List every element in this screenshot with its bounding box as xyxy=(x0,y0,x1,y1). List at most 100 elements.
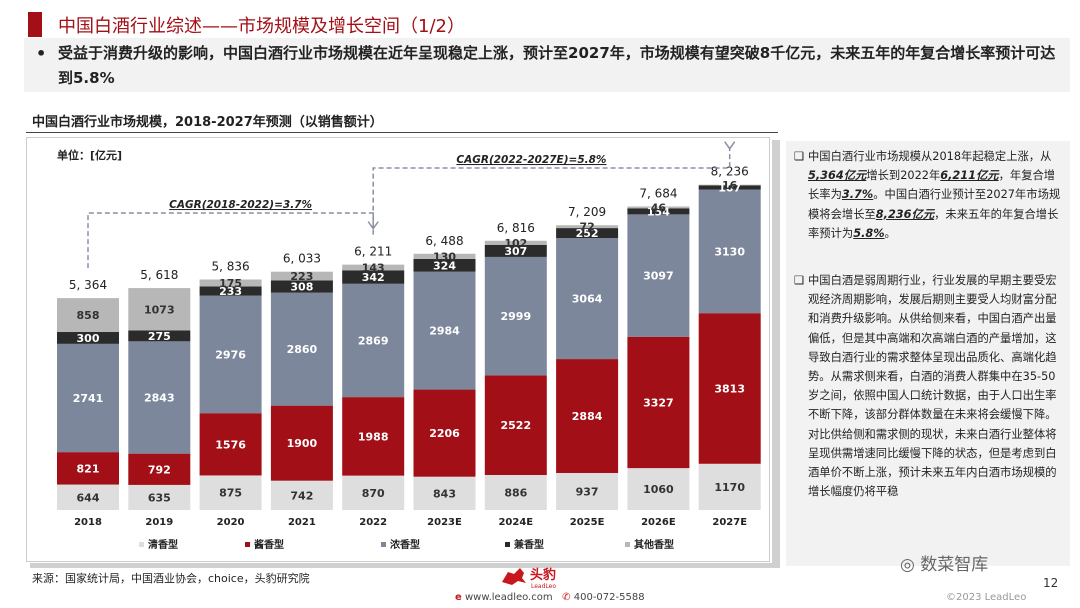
segment-value-label: 1988 xyxy=(358,430,389,443)
phone-icon: ✆ xyxy=(562,592,571,603)
segment-value-label: 143 xyxy=(362,261,385,274)
bar-segment xyxy=(270,480,333,510)
bar-segment xyxy=(627,468,690,510)
insight-marker-1: ❑ xyxy=(794,150,805,163)
insight-1-text-c: ，年复合增长率为 xyxy=(808,169,1056,202)
bar-segment xyxy=(484,240,547,245)
segment-value-label: 3327 xyxy=(643,396,674,409)
bar-segment xyxy=(128,288,191,331)
segment-value-label: 107 xyxy=(718,181,741,194)
x-tick-label: 2026E xyxy=(641,517,676,528)
x-tick-label: 2027E xyxy=(712,517,747,528)
bar-segment xyxy=(270,271,333,281)
bar-segment xyxy=(484,256,547,376)
bar-segment xyxy=(556,228,619,239)
insight-2-text: 中国白酒是弱周期行业，行业发展的早期主要受宏观经济周期影响，发展后期则主要受人均… xyxy=(808,274,1057,499)
segment-value-label: 843 xyxy=(433,487,456,500)
segment-value-label: 342 xyxy=(362,271,385,284)
segment-value-label: 46 xyxy=(651,201,667,214)
segment-value-label: 821 xyxy=(77,462,100,475)
segment-value-label: 792 xyxy=(148,463,171,476)
bar-segment xyxy=(57,332,119,344)
bar-segment xyxy=(484,475,547,510)
bar-segment xyxy=(627,336,690,469)
cagr-annotation-group: CAGR(2018-2022)=3.7% CAGR(2022-2027E)=5.8… xyxy=(87,141,736,269)
segment-value-label: 324 xyxy=(433,259,456,272)
total-label: 6, 211 xyxy=(354,245,392,259)
summary-box xyxy=(24,38,1070,92)
bar-segment xyxy=(57,484,119,510)
segment-value-label: 875 xyxy=(219,487,242,500)
segment-value-label: 635 xyxy=(148,491,171,504)
segment-value-label: 223 xyxy=(290,270,313,283)
x-tick-label: 2022 xyxy=(359,517,387,528)
bar-group xyxy=(57,184,761,510)
bar-segment xyxy=(413,253,476,259)
bar-segment xyxy=(556,225,619,229)
insight-1-cagr-past: 3.7% xyxy=(841,188,874,202)
chart-frame: 单位：[亿元] 644 821 2741 300 858 635 792 2843 275 107… xyxy=(26,137,770,562)
bar-segment xyxy=(698,189,761,314)
insight-1-text-e: ，未来五年的年复合增长率预计为 xyxy=(808,207,1059,240)
segment-value-label: 308 xyxy=(290,281,313,294)
source-note: 来源：国家统计局，中国酒业协会，choice，头豹研究院 xyxy=(32,572,310,585)
segment-value-label: 2984 xyxy=(429,325,460,338)
bar-segment xyxy=(556,238,619,360)
x-tick-label: 2019 xyxy=(145,517,173,528)
legend-swatch xyxy=(625,542,630,547)
bar-segment xyxy=(342,270,405,284)
legend-swatch xyxy=(139,542,144,547)
bar-segment xyxy=(698,185,761,190)
segment-value-label: 2869 xyxy=(358,334,389,347)
segment-value-label: 2741 xyxy=(73,392,104,405)
logo-subtext: LeadLeo xyxy=(531,583,556,590)
segment-value-label: 275 xyxy=(148,330,171,343)
insight-1-text-f: 。 xyxy=(884,226,896,240)
segment-value-label: 1576 xyxy=(215,438,246,451)
bar-segment xyxy=(698,463,761,510)
legend-label: 其他香型 xyxy=(634,538,674,551)
bar-segment xyxy=(270,405,333,481)
legend-swatch xyxy=(505,542,510,547)
bar-segment xyxy=(413,258,476,272)
x-tick-label: 2021 xyxy=(288,517,316,528)
bar-segment xyxy=(128,341,191,454)
total-label: 6, 488 xyxy=(425,234,463,248)
stacked-bar-chart: 单位：[亿元] 644 821 2741 300 858 635 792 2843 275 107… xyxy=(57,141,761,551)
total-label: 8, 236 xyxy=(711,165,749,179)
cagr-label: CAGR(2018-2022)=3.7% xyxy=(169,199,312,211)
segment-value-label: 2206 xyxy=(429,427,460,440)
segment-value-label: 300 xyxy=(77,332,100,345)
summary-text: 受益于消费升级的影响，中国白酒行业市场规模在近年呈现稳定上涨，预计至2027年，… xyxy=(58,44,1056,87)
chart-title: 中国白酒行业市场规模，2018-2027年预测（以销售额计） xyxy=(32,115,383,130)
x-tick-label: 2025E xyxy=(570,517,605,528)
segment-value-label: 72 xyxy=(579,221,594,234)
chart-title-rule xyxy=(26,132,778,133)
segment-value-label: 102 xyxy=(504,237,527,250)
bar-segment xyxy=(342,283,405,398)
segment-value-label: 2999 xyxy=(500,310,531,323)
segment-value-label: 644 xyxy=(77,491,100,504)
legend: 清香型 酱香型 浓香型 兼香型 其他香型 xyxy=(139,538,674,551)
total-label: 5, 618 xyxy=(140,268,178,282)
bar-segment xyxy=(556,359,619,473)
bar-segment xyxy=(627,208,690,215)
x-tick-group: 2018 2019 2020 2021 2022 2023E 2024E 2025E 2026E… xyxy=(74,517,747,528)
insight-1-value-2022: 6,211亿元 xyxy=(940,169,999,183)
legend-label: 浓香型 xyxy=(390,538,420,551)
legend-label: 酱香型 xyxy=(254,538,284,551)
segment-value-label: 2884 xyxy=(572,410,603,423)
segment-value-label: 2522 xyxy=(500,419,531,432)
insight-1-text-a: 中国白酒行业市场规模从2018年起稳定上涨，从 xyxy=(808,150,1052,163)
bar-segment xyxy=(627,214,690,337)
segment-value-label: 2843 xyxy=(144,391,175,404)
website-link[interactable]: www.leadleo.com xyxy=(464,592,553,603)
segment-value-label: 3064 xyxy=(572,293,603,306)
cagr-arrowhead xyxy=(367,221,379,230)
bar-segment xyxy=(199,286,262,296)
insight-1-value-2027: 8,236亿元 xyxy=(875,207,935,221)
copyright: ©2023 LeadLeo xyxy=(946,592,1027,603)
segment-label-group: 644 821 2741 300 858 635 792 2843 275 1073 875 1576… xyxy=(73,179,746,504)
bar-segment xyxy=(128,330,191,342)
page-number: 12 xyxy=(1043,576,1059,590)
